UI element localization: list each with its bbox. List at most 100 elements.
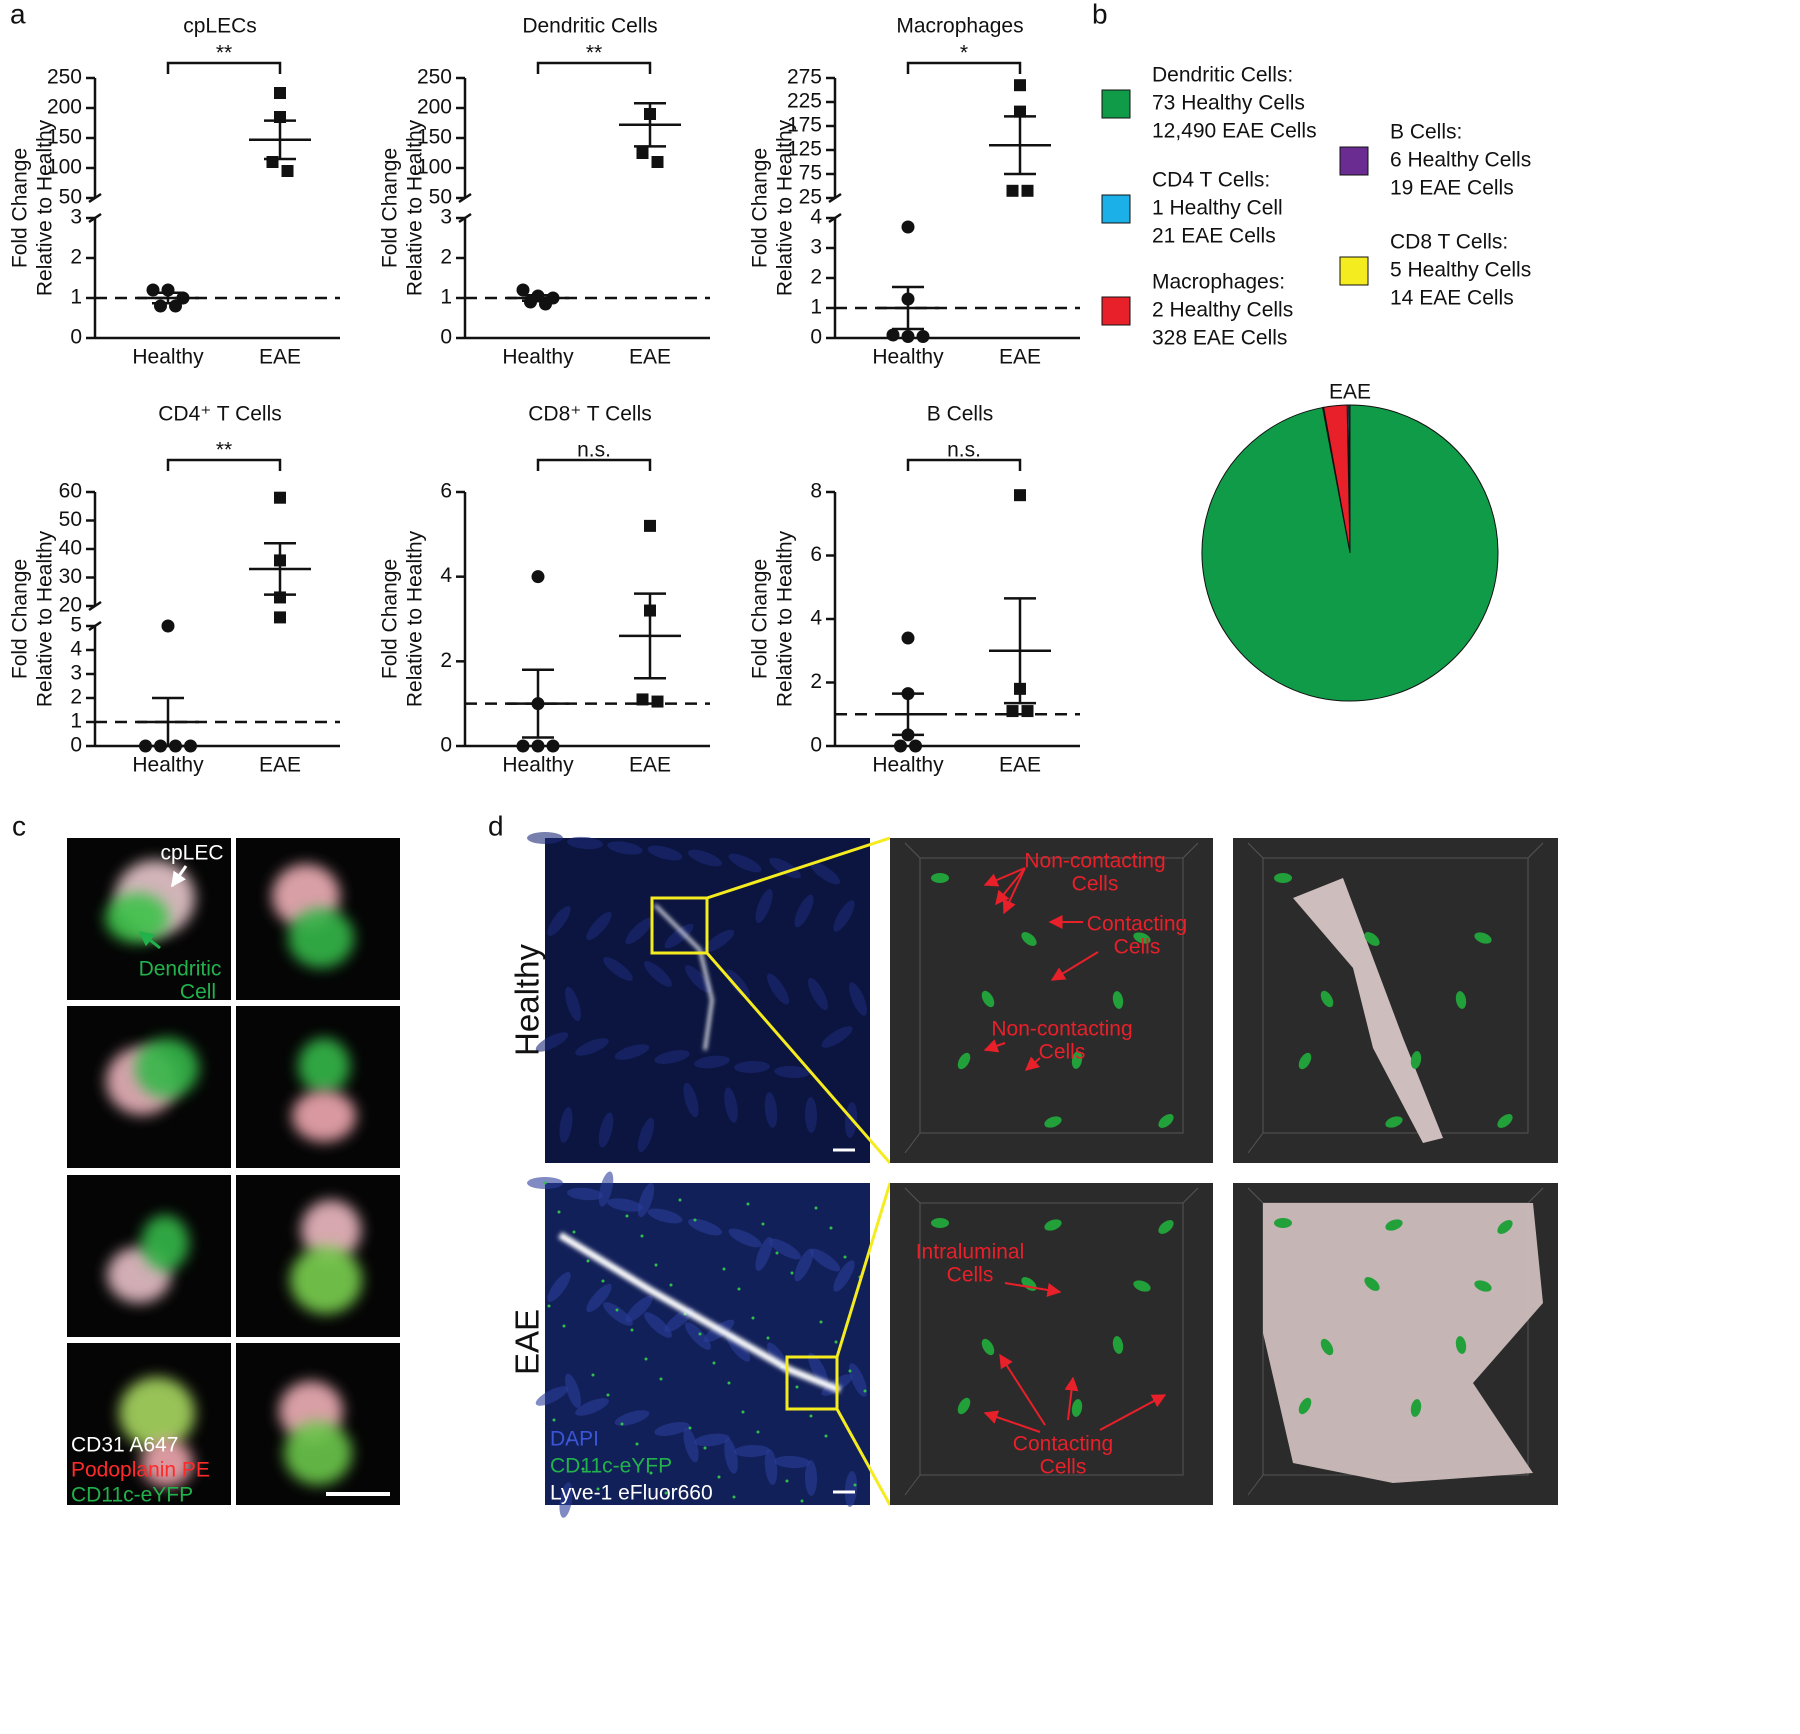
data-point (901, 330, 915, 343)
tissue-texture (664, 923, 694, 949)
annotation-arrow (1050, 951, 1099, 981)
y-axis-label: Relative to Healthy (404, 119, 427, 296)
cell-dot (809, 1414, 813, 1418)
y-tick-label: 2 (810, 670, 822, 693)
error-bar (1004, 115, 1036, 176)
data-point (909, 739, 922, 753)
tissue-texture (625, 917, 653, 945)
cell-dot (746, 1202, 750, 1206)
cell-surface (1474, 932, 1492, 944)
tissue-texture (607, 841, 643, 855)
annotation: Cell (180, 981, 216, 1004)
y-tick-label: 4 (440, 564, 452, 587)
error-bar (264, 542, 296, 596)
tissue-texture (575, 1038, 609, 1056)
significance-bracket (906, 61, 1022, 74)
cell-surface (931, 873, 949, 883)
annotation: Intraluminal (916, 1241, 1025, 1264)
y-tick-label: 1 (440, 286, 452, 309)
significance-bracket (536, 458, 652, 471)
data-point (516, 739, 530, 753)
zoom-line (705, 952, 892, 1164)
data-point (531, 739, 545, 753)
chart-title: Macrophages (896, 15, 1023, 38)
y-tick-label: 4 (70, 638, 82, 661)
x-tick-label: Healthy (502, 754, 574, 777)
tissue-texture (565, 1373, 581, 1409)
tissue-texture (598, 1112, 614, 1148)
cell-dot (659, 1377, 663, 1381)
cell-surface (1497, 1220, 1513, 1234)
tissue-texture (849, 1363, 867, 1397)
vessel-surface (1263, 1203, 1543, 1483)
error-bar (892, 692, 924, 737)
error-bar (522, 668, 554, 739)
legend-label: Dendritic Cells: (1152, 64, 1293, 87)
tissue-texture (755, 1237, 773, 1271)
annotation-arrow (999, 1353, 1046, 1426)
y-tick-label: 0 (810, 734, 822, 757)
cell-dot (717, 1475, 721, 1479)
y-tick-label: 2 (70, 246, 82, 269)
zoom-box (650, 896, 709, 955)
cell-dot (853, 1483, 857, 1487)
annotation-arrow (1099, 1394, 1167, 1431)
tissue-texture (687, 1218, 723, 1236)
cell-dot (664, 1491, 668, 1495)
render-grid (1247, 842, 1544, 1154)
annotation: Cells (1040, 1456, 1087, 1479)
data-point (1014, 79, 1026, 92)
tissue-texture (809, 861, 841, 885)
tissue-texture (567, 836, 603, 850)
cell-blob (105, 893, 169, 943)
tissue-texture (559, 1107, 573, 1143)
annotation: Contacting (1087, 913, 1187, 936)
tissue-texture (535, 1386, 569, 1406)
cell-dot (737, 1287, 741, 1291)
panel-letter: c (12, 810, 26, 841)
cell-surface (957, 1052, 971, 1070)
cell-surface (1320, 990, 1334, 1008)
y-tick-label: 3 (810, 236, 822, 259)
y-axis-label: Relative to Healthy (34, 530, 57, 707)
cell-surface (1298, 1397, 1312, 1415)
data-point (651, 695, 664, 708)
panel-letter: b (1092, 0, 1108, 29)
cell-dot (562, 1324, 566, 1328)
channel-legend: CD11c-eYFP (550, 1455, 672, 1478)
panel-letter: a (10, 0, 26, 29)
tissue-texture (598, 1171, 614, 1207)
y-tick-label: 200 (47, 96, 82, 119)
y-tick-label: 50 (59, 186, 82, 209)
tissue-texture (849, 982, 867, 1016)
legend-label: Macrophages: (1152, 271, 1285, 294)
tissue-texture (644, 1312, 672, 1338)
cell-surface (1364, 932, 1380, 946)
data-point (1021, 705, 1034, 718)
tissue-texture (684, 1322, 712, 1350)
data-point (1014, 105, 1026, 118)
tissue-texture (654, 1050, 690, 1064)
tissue-texture (734, 1060, 770, 1074)
data-point (886, 328, 900, 342)
annotation-arrow (983, 1410, 1041, 1433)
cell-blob (292, 1090, 356, 1142)
x-tick-label: EAE (629, 346, 671, 369)
cell-surface (957, 1397, 971, 1415)
y-axis-label: Relative to Healthy (34, 119, 57, 296)
cell-dot (795, 1385, 799, 1389)
error-bar (152, 291, 184, 305)
error-bar (264, 119, 296, 161)
tissue-texture (794, 894, 814, 928)
cell-surface (931, 1218, 949, 1228)
legend-eae: 328 EAE Cells (1152, 327, 1287, 350)
tissue-texture (774, 1455, 810, 1469)
annotation: Non-contacting (1024, 850, 1165, 873)
data-point (161, 619, 175, 633)
cell-dot (615, 1308, 619, 1312)
tissue-texture (644, 961, 672, 987)
y-tick-label: 30 (59, 565, 82, 588)
data-point (531, 570, 545, 584)
render-grid (904, 1187, 1199, 1496)
